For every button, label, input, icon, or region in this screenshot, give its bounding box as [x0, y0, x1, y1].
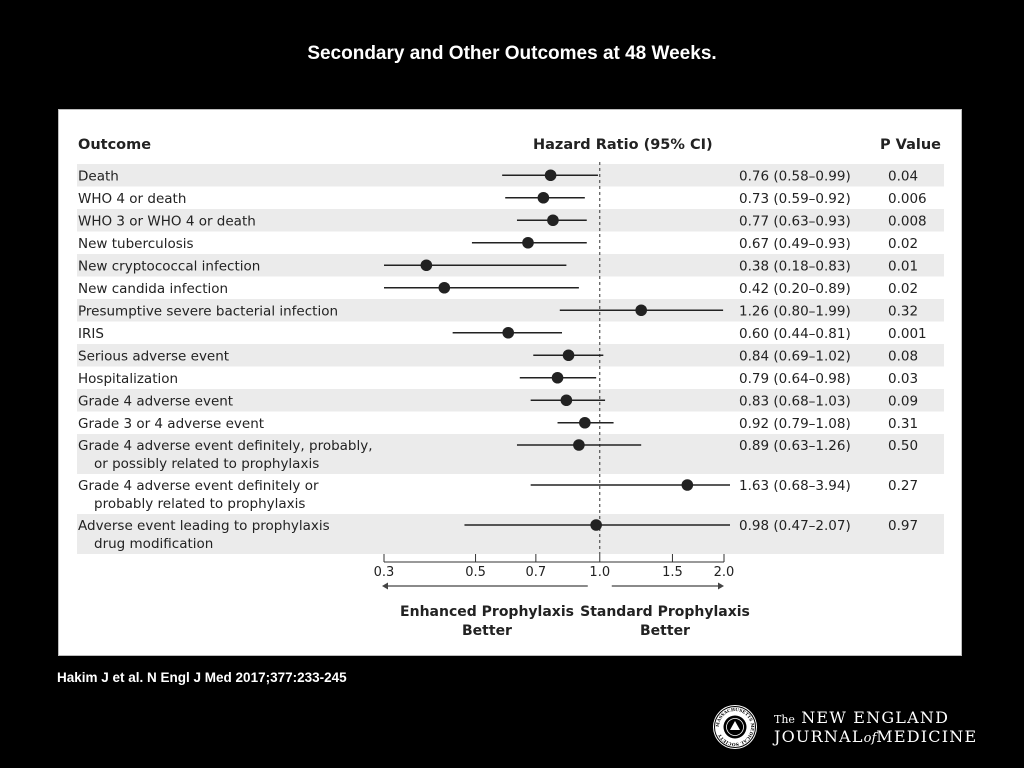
outcome-label: Presumptive severe bacterial infection — [78, 303, 338, 319]
hr-value: 0.83 (0.68–1.03) — [739, 393, 851, 409]
x-tick-label: 0.7 — [526, 565, 547, 580]
outcome-label: New candida infection — [78, 281, 228, 297]
hr-point — [562, 349, 575, 362]
hr-value: 0.60 (0.44–0.81) — [739, 326, 851, 342]
enhanced-better-label: Enhanced Prophylaxis — [400, 604, 574, 620]
outcome-label: WHO 4 or death — [78, 191, 186, 207]
citation: Hakim J et al. N Engl J Med 2017;377:233… — [57, 670, 347, 685]
x-tick-label: 0.5 — [465, 565, 486, 580]
p-value: 0.50 — [888, 438, 918, 454]
p-value: 0.03 — [888, 371, 918, 387]
hr-value: 0.92 (0.79–1.08) — [739, 416, 851, 432]
journal-line2-a: JOURNAL — [774, 727, 864, 746]
outcome-label-cont: drug modification — [94, 536, 213, 552]
x-tick-label: 1.0 — [589, 565, 610, 580]
nejm-logo: MASSACHUSETTS MEDICAL SOCIETY The NEW EN… — [712, 704, 1002, 752]
row-shade — [77, 434, 944, 474]
header-hazard-ratio: Hazard Ratio (95% CI) — [533, 137, 713, 153]
hr-point — [551, 371, 564, 384]
p-value: 0.08 — [888, 348, 918, 364]
journal-prefix: The — [774, 713, 795, 726]
outcome-label: Grade 4 adverse event — [78, 393, 233, 409]
hr-point — [579, 416, 591, 429]
row-shade — [77, 344, 944, 367]
p-value: 0.001 — [888, 326, 927, 342]
p-value: 0.09 — [888, 393, 918, 409]
hr-point — [681, 479, 694, 491]
outcome-label: New tuberculosis — [78, 236, 194, 252]
standard-better-label: Standard Prophylaxis — [580, 604, 750, 620]
x-tick-label: 0.3 — [374, 565, 395, 580]
outcome-label: WHO 3 or WHO 4 or death — [78, 213, 256, 229]
row-shade — [77, 209, 944, 232]
hr-point — [590, 519, 602, 531]
x-tick-label: 2.0 — [714, 565, 735, 580]
hr-point — [522, 236, 534, 249]
hr-value: 0.73 (0.59–0.92) — [739, 191, 851, 207]
hr-value: 0.98 (0.47–2.07) — [739, 518, 851, 534]
outcome-label: Adverse event leading to prophylaxis — [78, 518, 330, 534]
hr-value: 0.67 (0.49–0.93) — [739, 236, 851, 252]
enhanced-better-label-2: Better — [462, 623, 512, 639]
p-value: 0.97 — [888, 518, 918, 534]
hr-value: 0.77 (0.63–0.93) — [739, 213, 851, 229]
hr-value: 0.79 (0.64–0.98) — [739, 371, 851, 387]
p-value: 0.02 — [888, 281, 918, 297]
journal-name-line1: The NEW ENGLAND — [774, 708, 949, 727]
row-shade — [77, 514, 944, 554]
hr-point — [573, 439, 585, 451]
outcome-label: Serious adverse event — [78, 348, 229, 364]
outcome-label: New cryptococcal infection — [78, 258, 260, 274]
journal-line2-of: of — [863, 731, 877, 746]
outcome-label: Grade 4 adverse event definitely or — [78, 478, 319, 494]
hr-value: 0.76 (0.58–0.99) — [739, 168, 851, 184]
p-value: 0.006 — [888, 191, 927, 207]
p-value: 0.02 — [888, 236, 918, 252]
journal-name-line2: JOURNALofMEDICINE — [774, 727, 977, 746]
hr-value: 1.26 (0.80–1.99) — [739, 303, 851, 319]
header-p-value: P Value — [880, 137, 941, 153]
hr-value: 0.38 (0.18–0.83) — [739, 258, 851, 274]
x-tick-label: 1.5 — [662, 565, 683, 580]
p-value: 0.32 — [888, 303, 918, 319]
header-outcome: Outcome — [78, 137, 151, 153]
arrow-right-head — [718, 582, 724, 590]
p-value: 0.31 — [888, 416, 918, 432]
outcome-label: Hospitalization — [78, 371, 178, 387]
slide-title: Secondary and Other Outcomes at 48 Weeks… — [307, 43, 717, 64]
forest-plot: Outcome Hazard Ratio (95% CI) P Value Death… — [77, 137, 944, 639]
hr-point — [502, 326, 515, 339]
outcome-label: Grade 3 or 4 adverse event — [78, 416, 264, 432]
journal-line2-b: MEDICINE — [876, 727, 978, 746]
hr-point — [560, 394, 573, 407]
hr-value: 0.84 (0.69–1.02) — [739, 348, 851, 364]
outcome-label-cont: probably related to prophylaxis — [94, 496, 305, 512]
forest-plot-panel: Outcome Hazard Ratio (95% CI) P Value Death… — [58, 109, 962, 656]
p-value: 0.008 — [888, 213, 927, 229]
hr-point — [635, 304, 647, 317]
outcome-label: IRIS — [78, 326, 104, 342]
row-shade — [77, 299, 944, 322]
hr-point — [544, 169, 557, 182]
outcome-label: Death — [78, 168, 119, 184]
standard-better-label-2: Better — [640, 623, 690, 639]
hr-point — [537, 191, 550, 204]
row-shade — [77, 389, 944, 412]
p-value: 0.27 — [888, 478, 918, 494]
hr-value: 1.63 (0.68–3.94) — [739, 478, 851, 494]
journal-line1-text: NEW ENGLAND — [801, 708, 950, 727]
hr-point — [438, 281, 451, 294]
hr-point — [547, 214, 559, 227]
hr-point — [420, 259, 433, 272]
arrow-left-head — [382, 582, 388, 590]
society-seal-icon: MASSACHUSETTS MEDICAL SOCIETY — [712, 704, 758, 750]
outcome-label: Grade 4 adverse event definitely, probab… — [78, 438, 373, 454]
p-value: 0.04 — [888, 168, 918, 184]
hr-value: 0.42 (0.20–0.89) — [739, 281, 851, 297]
hr-value: 0.89 (0.63–1.26) — [739, 438, 851, 454]
outcome-label-cont: or possibly related to prophylaxis — [94, 456, 319, 472]
p-value: 0.01 — [888, 258, 918, 274]
